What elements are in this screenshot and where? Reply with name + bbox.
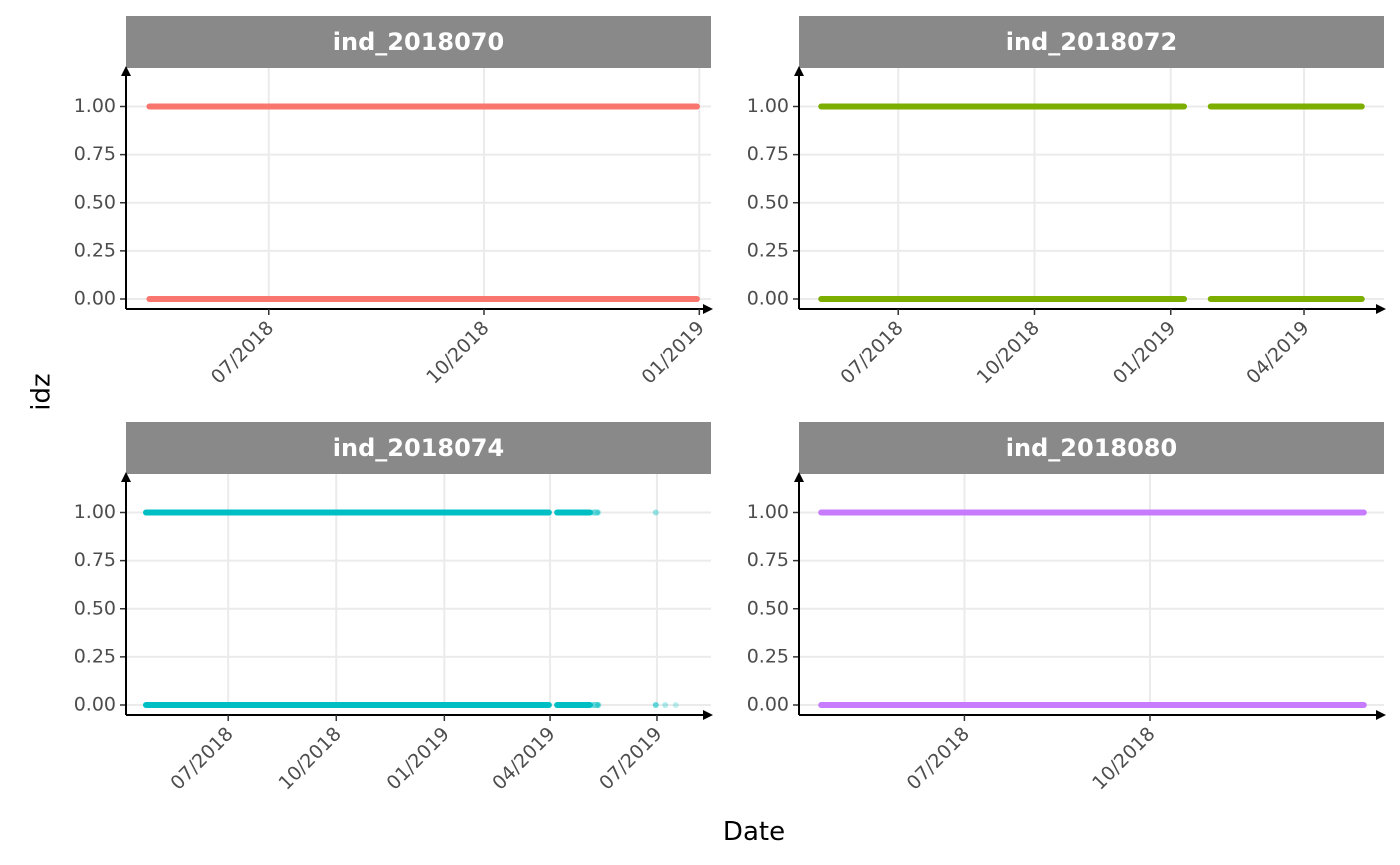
y-tick-label: 1.00 xyxy=(747,95,789,117)
data-point xyxy=(652,702,659,708)
y-tick-label: 0.00 xyxy=(74,288,116,310)
facet-strip xyxy=(126,16,711,68)
y-tick-label: 0.50 xyxy=(747,597,789,619)
facet-panels: ind_2018070 0.00 0.25 0.50 0.75 1.00 07/2018 10… xyxy=(74,16,1386,794)
x-tick-label: 07/2019 xyxy=(595,723,666,794)
data-point xyxy=(672,702,679,708)
data-point xyxy=(662,702,669,708)
x-tick-label: 10/2018 xyxy=(274,723,345,794)
x-tick-label: 07/2018 xyxy=(166,723,237,794)
y-axis-arrow xyxy=(121,66,131,76)
y-tick-label: 1.00 xyxy=(747,501,789,523)
x-tick-label: 01/2019 xyxy=(1109,317,1180,388)
y-tick-label: 1.00 xyxy=(74,501,116,523)
x-axis-arrow xyxy=(703,304,713,314)
x-tick-label: 04/2019 xyxy=(1242,317,1313,388)
y-tick-label: 0.00 xyxy=(747,694,789,716)
x-tick-label: 07/2018 xyxy=(836,317,907,388)
y-tick-label: 1.00 xyxy=(74,95,116,117)
y-tick-label: 0.75 xyxy=(747,143,789,165)
y-axis-arrow xyxy=(794,472,804,482)
facet-strip xyxy=(799,422,1384,474)
y-tick-label: 0.00 xyxy=(74,694,116,716)
y-axis-arrow xyxy=(121,472,131,482)
data-point xyxy=(595,509,602,516)
x-tick-label: 10/2018 xyxy=(422,317,493,388)
x-axis-arrow xyxy=(1376,304,1386,314)
facet-strip xyxy=(799,16,1384,68)
data-point xyxy=(595,702,602,708)
y-tick-label: 0.25 xyxy=(74,645,116,667)
panel-ind_2018080: ind_2018080 0.00 0.25 0.50 0.75 1.00 07/2018 10… xyxy=(747,422,1386,794)
x-axis-arrow xyxy=(703,710,713,720)
x-tick-label: 10/2018 xyxy=(973,317,1044,388)
y-tick-label: 0.75 xyxy=(747,549,789,571)
y-tick-label: 0.75 xyxy=(74,549,116,571)
y-tick-label: 0.50 xyxy=(747,191,789,213)
panel-ind_2018074: ind_2018074 0.00 0.25 0.50 0.75 1.00 07/2018 10… xyxy=(74,422,713,794)
y-tick-label: 0.50 xyxy=(74,597,116,619)
x-tick-label: 04/2019 xyxy=(488,723,559,794)
x-tick-label: 10/2018 xyxy=(1088,723,1159,794)
facet-strip-label: ind_2018080 xyxy=(1006,434,1177,462)
facet-strip xyxy=(126,422,711,474)
data-point xyxy=(652,509,659,516)
x-axis-title: Date xyxy=(723,817,785,847)
facet-strip-label: ind_2018074 xyxy=(333,434,504,462)
y-tick-label: 0.75 xyxy=(74,143,116,165)
y-tick-label: 0.50 xyxy=(74,191,116,213)
x-tick-label: 07/2018 xyxy=(903,723,974,794)
facet-strip-label: ind_2018072 xyxy=(1006,28,1177,56)
facet-strip-label: ind_2018070 xyxy=(333,28,504,56)
y-axis-title: idz xyxy=(27,373,57,410)
x-axis-arrow xyxy=(1376,710,1386,720)
y-tick-label: 0.25 xyxy=(747,239,789,261)
panel-ind_2018070: ind_2018070 0.00 0.25 0.50 0.75 1.00 07/2018 10… xyxy=(74,16,713,388)
panel-ind_2018072: ind_2018072 0.00 0.25 0.50 0.75 1.00 07/2018 10… xyxy=(747,16,1386,388)
y-tick-label: 0.25 xyxy=(747,645,789,667)
y-tick-label: 0.00 xyxy=(747,288,789,310)
x-tick-label: 07/2018 xyxy=(207,317,278,388)
x-tick-label: 01/2019 xyxy=(383,723,454,794)
y-axis-arrow xyxy=(794,66,804,76)
y-tick-label: 0.25 xyxy=(74,239,116,261)
x-tick-label: 01/2019 xyxy=(637,317,708,388)
